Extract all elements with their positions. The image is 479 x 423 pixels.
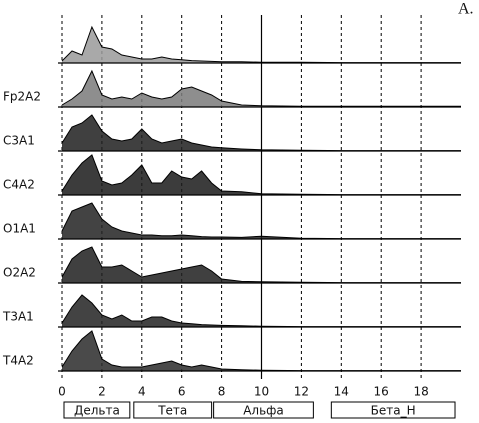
area-fill xyxy=(62,247,461,283)
band-box xyxy=(63,401,131,419)
x-tick-label: 12 xyxy=(294,385,309,399)
row-label: T3A1 xyxy=(2,310,34,324)
row-label: T4A2 xyxy=(2,354,34,368)
spectrum-line xyxy=(61,25,461,64)
x-tick-label: 4 xyxy=(138,385,146,399)
row-label: O1A1 xyxy=(3,222,36,236)
x-tick-label: 10 xyxy=(254,385,269,399)
spectrum-line xyxy=(61,246,461,284)
band-label: Альфа xyxy=(243,404,284,418)
area-fill xyxy=(62,27,461,63)
area-fill xyxy=(62,331,461,371)
x-tick-label: 18 xyxy=(413,385,428,399)
band-box xyxy=(133,401,213,419)
x-tick-label: 14 xyxy=(334,385,349,399)
row-label: C3A1 xyxy=(3,134,35,148)
panel-label: А. xyxy=(458,1,474,18)
area-fill xyxy=(62,295,461,327)
row-label: O2A2 xyxy=(3,266,36,280)
row-label: Fp2A2 xyxy=(3,90,41,104)
area-fill xyxy=(62,203,461,239)
x-tick-label: 8 xyxy=(218,385,226,399)
area-fill xyxy=(62,115,461,151)
band-label: Дельта xyxy=(74,404,120,418)
band-box xyxy=(213,401,314,419)
area-fill xyxy=(62,155,461,195)
band-label: Тета xyxy=(157,404,187,418)
x-tick-label: 2 xyxy=(98,385,106,399)
row-label: C4A2 xyxy=(3,178,35,192)
x-tick-label: 6 xyxy=(178,385,186,399)
x-tick-label: 16 xyxy=(374,385,389,399)
area-fill xyxy=(62,71,461,107)
spectrum-line xyxy=(61,154,461,196)
spectrum-line xyxy=(61,114,461,152)
spectrum-line xyxy=(61,202,461,240)
band-label: Бета_Н xyxy=(371,404,416,418)
x-tick-label: 0 xyxy=(58,385,66,399)
spectrum-line xyxy=(61,69,461,107)
band-box xyxy=(330,401,456,419)
